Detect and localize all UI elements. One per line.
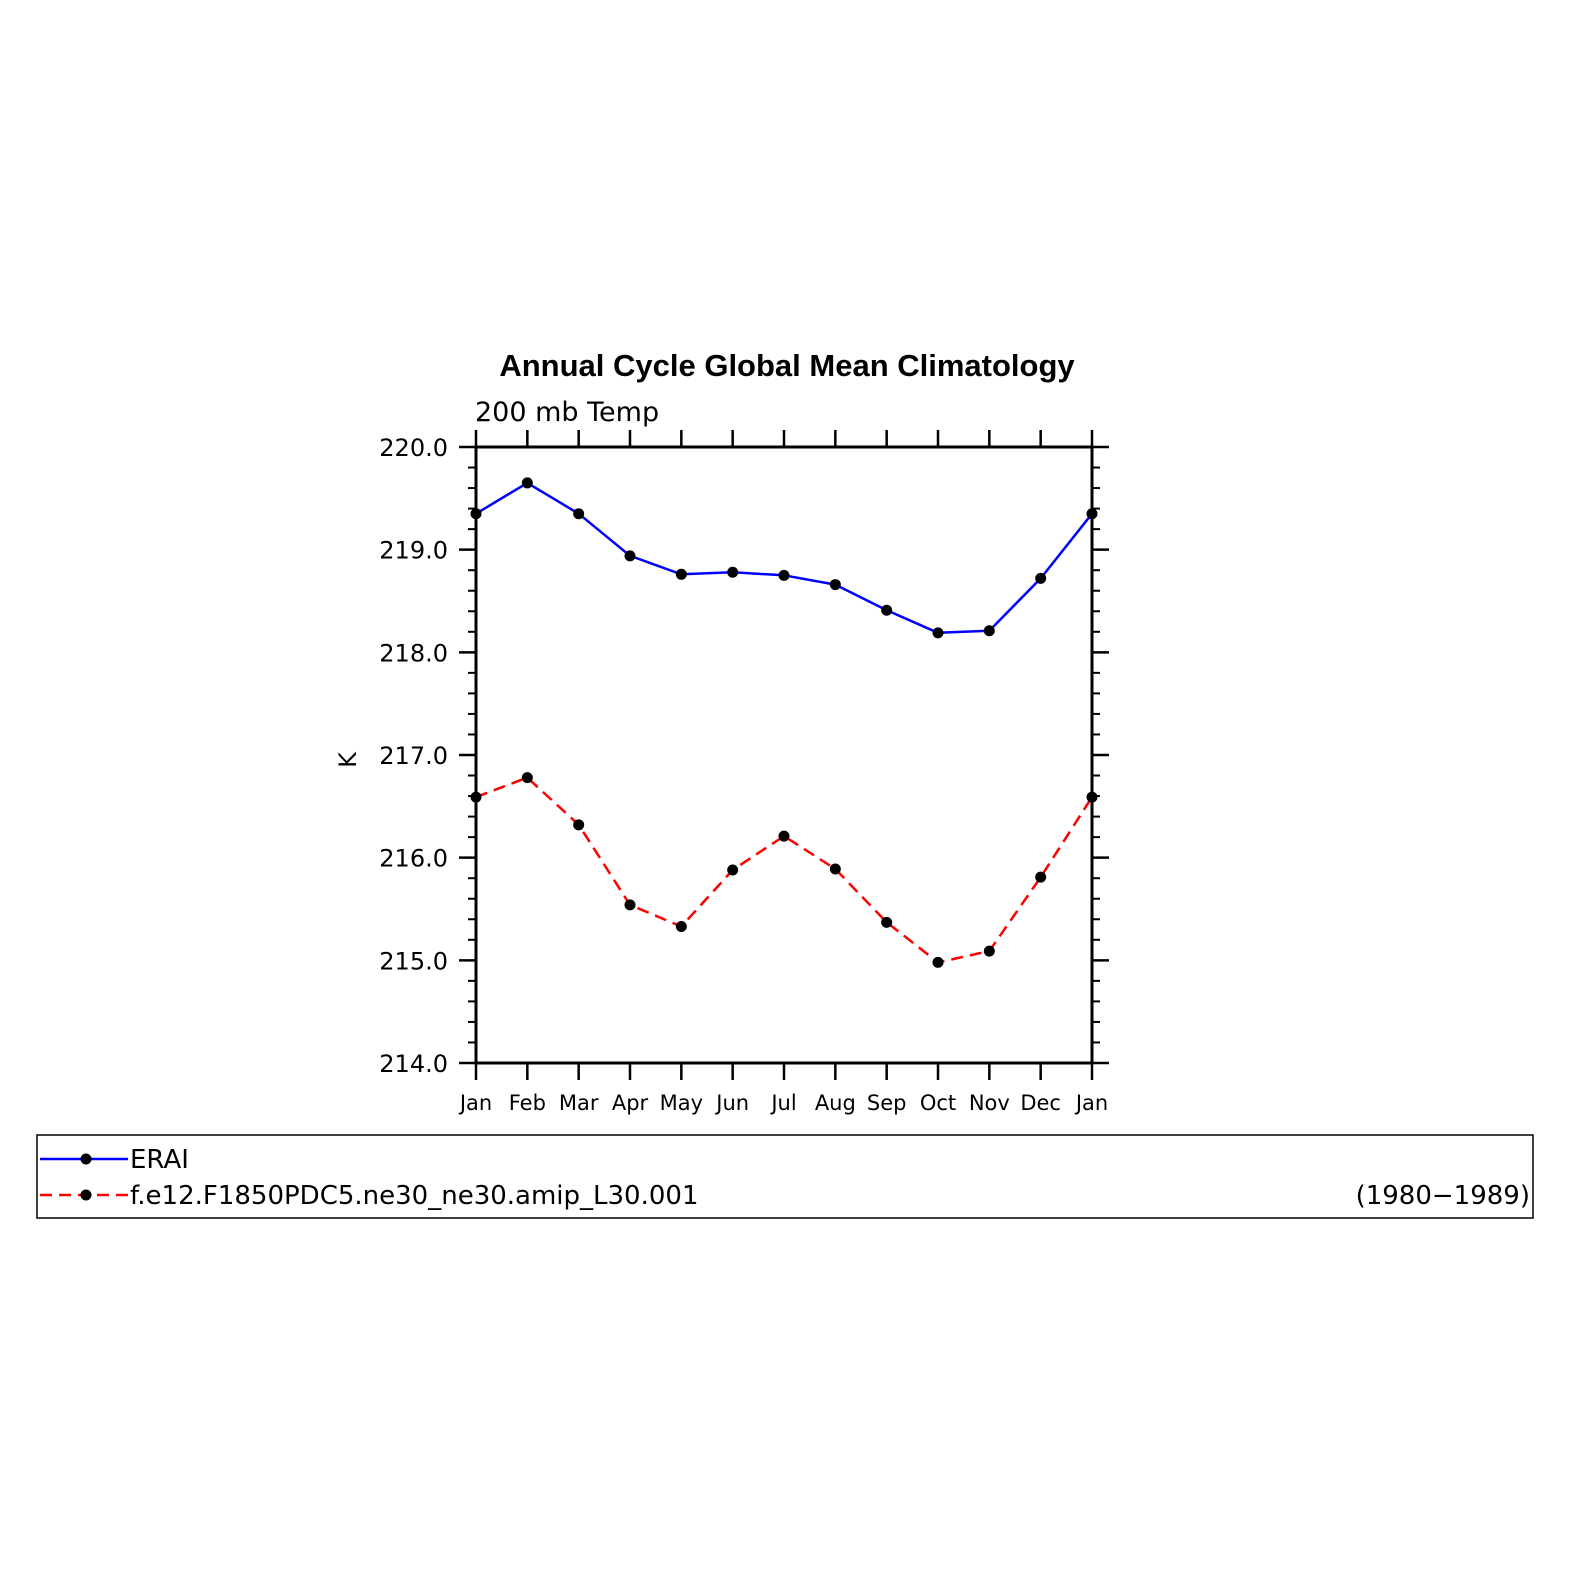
data-point-series-1 (932, 956, 944, 968)
data-point-series-0 (573, 508, 585, 520)
data-point-series-0 (624, 550, 636, 562)
x-tick-label: Jan (1074, 1091, 1108, 1115)
legend-label-model: f.e12.F1850PDC5.ne30_ne30.amip_L30.001 (130, 1181, 698, 1211)
data-point-series-1 (778, 830, 790, 842)
x-tick-label: Sep (867, 1091, 907, 1115)
x-tick-label: Oct (920, 1091, 956, 1115)
y-tick-label: 220.0 (379, 434, 448, 462)
x-tick-label: Mar (559, 1091, 599, 1115)
data-point-series-0 (881, 604, 893, 616)
data-point-series-0 (1035, 572, 1047, 584)
y-tick-label: 216.0 (379, 845, 448, 873)
data-point-series-1 (1035, 871, 1047, 883)
series-line-1 (475, 776, 1094, 964)
x-tick-label: May (660, 1091, 703, 1115)
series-line-0 (475, 481, 1093, 635)
x-tick-label: Jul (769, 1091, 796, 1115)
data-point-series-1 (573, 819, 585, 831)
plot-frame (474, 445, 1094, 1065)
data-point-series-1 (521, 772, 533, 784)
data-point-series-0 (983, 625, 995, 637)
data-point-series-1 (881, 916, 893, 928)
x-tick-label: Dec (1020, 1091, 1061, 1115)
x-tick-label: Jan (458, 1091, 492, 1115)
legend-marker-erai (80, 1153, 92, 1165)
data-point-series-1 (727, 864, 739, 876)
chart-subtitle: 200 mb Temp (475, 397, 659, 428)
ticks-layer: 214.0 215.0 216.0 217.0 218.0 219.0 220.0 Jan Fe… (379, 430, 1109, 1115)
data-point-series-1 (829, 863, 841, 875)
y-tick-label: 215.0 (379, 947, 448, 975)
x-tick-label: Jun (714, 1091, 749, 1115)
legend-period: (1980−1989) (1356, 1181, 1530, 1211)
y-tick-label: 217.0 (379, 742, 448, 770)
legend: ERAI f.e12.F1850PDC5.ne30_ne30.amip_L30.… (36, 1134, 1534, 1219)
x-tick-label: Feb (509, 1091, 546, 1115)
data-point-series-0 (932, 627, 944, 639)
legend-marker-model (80, 1189, 92, 1201)
data-point-series-1 (983, 945, 995, 957)
data-point-series-0 (778, 569, 790, 581)
x-tick-label: Aug (815, 1091, 856, 1115)
chart-title: Annual Cycle Global Mean Climatology (499, 348, 1075, 383)
x-tick-label: Nov (969, 1091, 1010, 1115)
data-point-series-0 (727, 566, 739, 578)
legend-box (36, 1134, 1534, 1219)
y-tick-label: 219.0 (379, 537, 448, 565)
y-tick-label: 214.0 (379, 1050, 448, 1078)
data-point-series-0 (521, 477, 533, 489)
data-point-series-1 (624, 899, 636, 911)
data-point-series-0 (829, 579, 841, 591)
series-layer (470, 477, 1098, 968)
y-axis-label: K (334, 751, 362, 768)
data-point-series-1 (675, 920, 687, 932)
legend-label-erai: ERAI (130, 1145, 189, 1175)
x-tick-label: Apr (612, 1091, 649, 1115)
data-point-series-0 (675, 568, 687, 580)
y-tick-label: 218.0 (379, 639, 448, 667)
